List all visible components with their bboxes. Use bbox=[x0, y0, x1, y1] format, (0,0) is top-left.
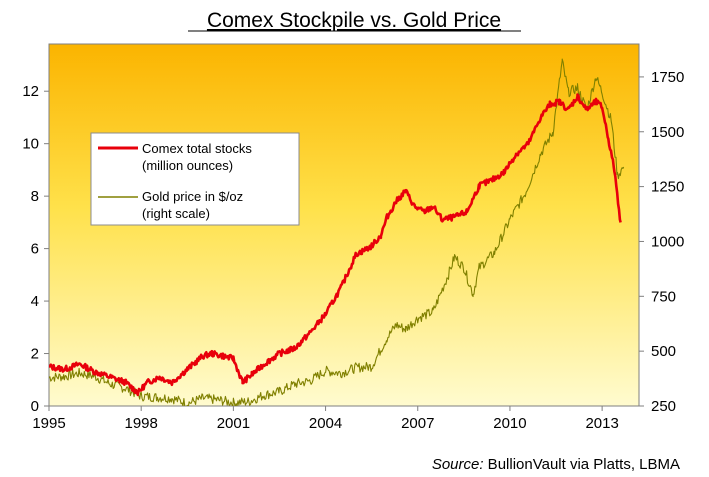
y-right-tick-label: 1750 bbox=[651, 69, 684, 86]
legend-label-stocks: Comex total stocks bbox=[142, 141, 252, 156]
y-right-tick-label: 1000 bbox=[651, 233, 684, 250]
y-left-tick-label: 12 bbox=[22, 83, 39, 100]
y-left-tick-label: 6 bbox=[31, 241, 39, 258]
series-group bbox=[49, 58, 625, 406]
x-tick-label: 2007 bbox=[401, 415, 434, 432]
legend: Comex total stocks (million ounces) Gold… bbox=[90, 132, 300, 226]
x-tick-label: 2010 bbox=[493, 415, 526, 432]
y-left-tick-label: 10 bbox=[22, 136, 39, 153]
chart-title: Comex Stockpile vs. Gold Price bbox=[207, 9, 501, 32]
x-tick-label: 1995 bbox=[32, 415, 65, 432]
legend-sublabel-stocks: (million ounces) bbox=[142, 158, 233, 173]
series-line-gold-price bbox=[49, 58, 625, 406]
series-line-comex-stocks bbox=[49, 93, 622, 397]
x-tick-label: 2004 bbox=[309, 415, 342, 432]
y-right-tick-label: 750 bbox=[651, 288, 676, 305]
y-left-tick-label: 8 bbox=[31, 188, 39, 205]
y-left-tick-label: 4 bbox=[31, 293, 39, 310]
source-note: Source: BullionVault via Platts, LBMA bbox=[432, 456, 680, 473]
x-tick-label: 2013 bbox=[585, 415, 618, 432]
y-right-tick-label: 500 bbox=[651, 343, 676, 360]
source-text: BullionVault via Platts, LBMA bbox=[484, 456, 680, 473]
legend-label-gold: Gold price in $/oz bbox=[142, 189, 243, 204]
axes-group: 0 2 4 6 8 10 12 250 500 750 1000 1250 1500 1750 1995 19… bbox=[22, 69, 684, 432]
legend-sublabel-gold: (right scale) bbox=[142, 206, 210, 221]
y-right-tick-label: 250 bbox=[651, 398, 676, 415]
source-label: Source: bbox=[432, 456, 484, 473]
x-tick-label: 2001 bbox=[217, 415, 250, 432]
y-right-tick-label: 1500 bbox=[651, 124, 684, 141]
y-left-tick-label: 2 bbox=[31, 346, 39, 363]
y-right-tick-label: 1250 bbox=[651, 179, 684, 196]
y-left-tick-label: 0 bbox=[31, 398, 39, 415]
x-tick-label: 1998 bbox=[125, 415, 158, 432]
